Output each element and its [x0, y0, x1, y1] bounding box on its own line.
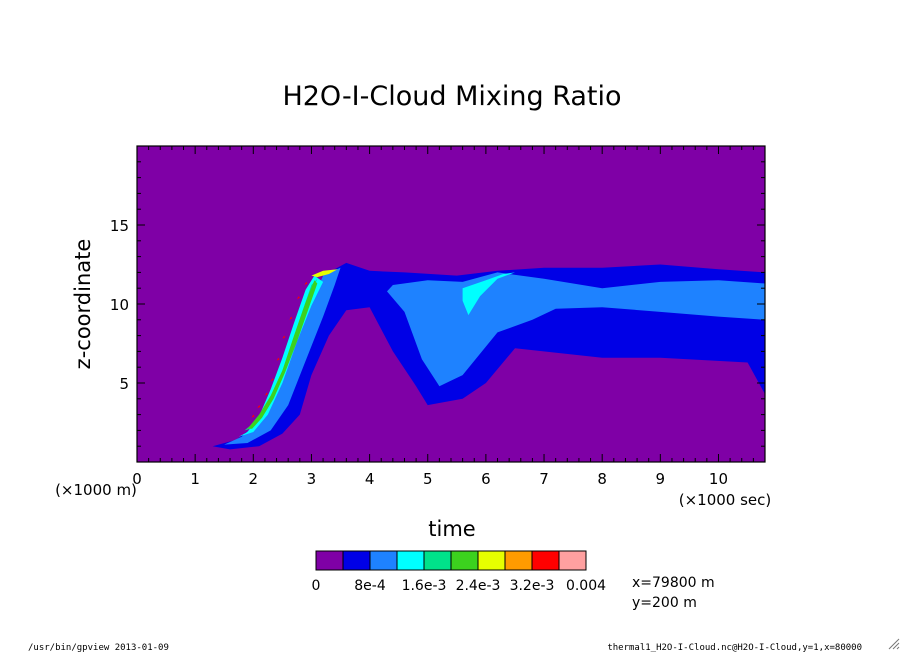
region-hotspot-12: [276, 357, 280, 361]
x-tick-label: 9: [656, 470, 666, 488]
colorbar-swatch: [396, 550, 425, 571]
resize-grip-icon[interactable]: [888, 638, 900, 650]
region-top-cap-7: [311, 269, 338, 278]
colorbar-swatch: [315, 550, 344, 571]
region-hotspot-9: [257, 405, 261, 409]
x-tick-label: 6: [481, 470, 491, 488]
footer-right: thermal1_H2O-I-Cloud.nc@H2O-I-Cloud,y=1,…: [607, 643, 862, 653]
y-tick-label: 15: [110, 217, 129, 235]
x-tick-label: 8: [597, 470, 607, 488]
x-tick-label: 0: [132, 470, 142, 488]
colorbar-swatch: [558, 550, 587, 571]
plot-area: 0 1 2 3 4 5 6 7 8 9 10 5 10 15: [110, 145, 766, 488]
colorbar-label: 1.6e-3: [402, 578, 447, 594]
x-tick-label: 1: [190, 470, 200, 488]
field-regions: [212, 262, 766, 450]
region-mid-band-1: [387, 272, 765, 387]
colorbar-swatch: [504, 550, 533, 571]
region-hotspot-10: [264, 392, 268, 396]
colorbar-label: 3.2e-3: [510, 578, 555, 594]
x-coordinate-info: x=79800 m: [632, 575, 715, 591]
y-unit-label: (×1000 m): [55, 481, 137, 499]
y-coordinate-info: y=200 m: [632, 595, 697, 611]
colorbar-label: 0: [312, 578, 321, 594]
region-hotspot-8: [251, 414, 255, 418]
colorbar-swatch: [477, 550, 506, 571]
x-axis-ticks: 0 1 2 3 4 5 6 7 8 9 10: [132, 146, 766, 488]
region-outer-envelope-0: [212, 262, 766, 450]
colorbar-label: 2.4e-3: [456, 578, 501, 594]
x-axis-label: time: [428, 517, 475, 541]
colorbar-swatch: [450, 550, 479, 571]
x-tick-label: 3: [307, 470, 317, 488]
footer-left: /usr/bin/gpview 2013-01-09: [28, 643, 169, 653]
colorbar-swatch: [369, 550, 398, 571]
region-core-bright-6: [247, 280, 318, 429]
x-unit-label: (×1000 sec): [679, 491, 772, 509]
region-ascent-band-2: [224, 267, 341, 445]
region-plume-peak-4: [462, 272, 515, 316]
region-hotspot-16: [304, 281, 308, 285]
colorbar-swatch: [531, 550, 560, 571]
x-tick-label: 4: [365, 470, 375, 488]
y-tick-label: 5: [119, 375, 129, 393]
y-tick-label: 10: [110, 296, 129, 314]
x-tick-label: 2: [249, 470, 259, 488]
region-hotspot-15: [296, 296, 300, 300]
y-axis-label: z-coordinate: [71, 239, 95, 370]
colorbar-swatch: [423, 550, 452, 571]
x-tick-label: 10: [709, 470, 728, 488]
x-tick-label: 5: [423, 470, 433, 488]
y-axis-ticks: 5 10 15: [110, 161, 765, 447]
colorbar-swatch: [342, 550, 371, 571]
region-hotspot-13: [282, 335, 286, 339]
colorbar-label: 8e-4: [354, 578, 386, 594]
region-hotspot-11: [270, 378, 274, 382]
region-hotspot-14: [289, 316, 293, 320]
colorbar-label: 0.004: [566, 578, 606, 594]
chart-title: H2O-I-Cloud Mixing Ratio: [282, 81, 621, 112]
colorbar: 0 8e-4 1.6e-3 2.4e-3 3.2e-3 0.004: [312, 550, 606, 594]
x-tick-label: 7: [539, 470, 549, 488]
